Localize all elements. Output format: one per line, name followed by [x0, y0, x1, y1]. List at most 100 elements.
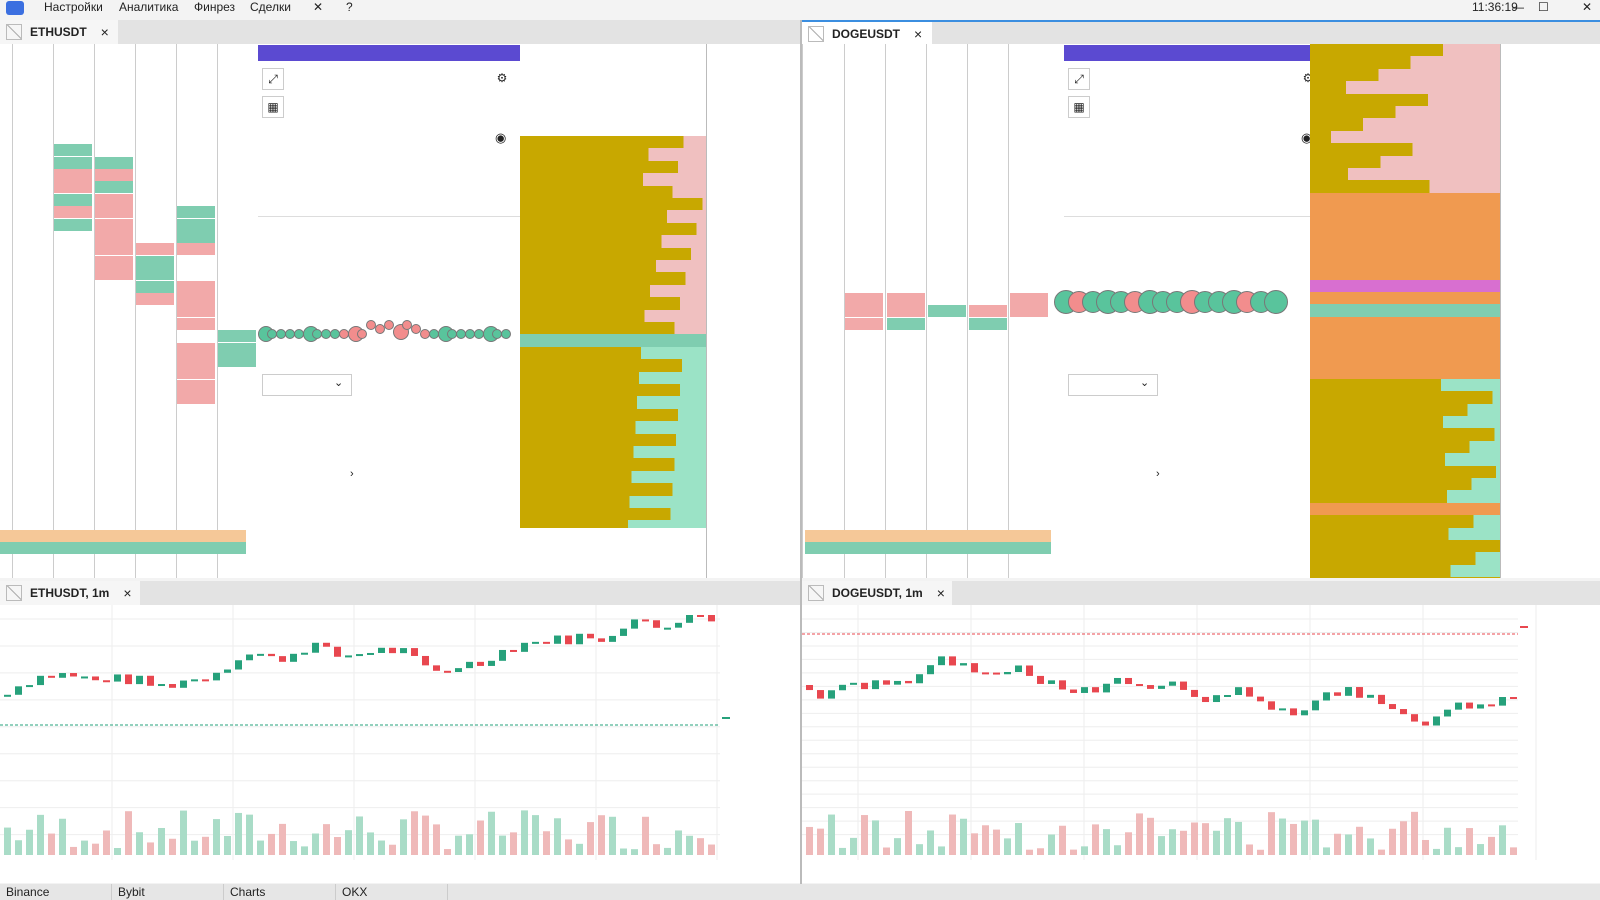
volume-bar [1202, 823, 1209, 855]
candle [1499, 697, 1506, 706]
candle [1059, 680, 1066, 690]
dom-level [1310, 502, 1500, 516]
visibility-eye-icon[interactable]: ◉ [1301, 130, 1313, 145]
chevron-right-icon[interactable]: › [350, 468, 354, 480]
candle [180, 680, 187, 688]
volume-bar [993, 829, 1000, 855]
cluster-cell [969, 293, 1007, 305]
tab-dogeusdt[interactable]: DOGEUSDT × [802, 22, 932, 46]
tab-binance[interactable]: Binance [0, 884, 112, 900]
help-icon[interactable]: ? [346, 0, 353, 14]
volume-bar [653, 844, 660, 855]
volume-sum [928, 530, 969, 542]
account-select[interactable] [262, 374, 352, 396]
cluster-cell [887, 293, 925, 305]
candle [1235, 687, 1242, 696]
menu-settings[interactable]: Настройки [44, 0, 103, 14]
doge-tabbar: DOGEUSDT × [802, 20, 1600, 46]
tab-bybit[interactable]: Bybit [112, 884, 224, 900]
delta-sum [928, 542, 969, 554]
account-select[interactable] [1068, 374, 1158, 396]
dom-level [1310, 428, 1500, 441]
settings-gear-icon[interactable]: ⚙ [491, 68, 513, 90]
dom-level [1310, 44, 1500, 57]
candle [993, 672, 1000, 675]
close-icon[interactable]: × [123, 585, 132, 601]
dom-level [520, 508, 706, 521]
volume-bar [1158, 836, 1165, 855]
candle [334, 646, 341, 657]
candle [279, 656, 286, 662]
tab-label: DOGEUSDT, 1m [832, 586, 923, 600]
dom-level [520, 408, 706, 422]
dom-level [520, 433, 706, 446]
candle [411, 648, 418, 656]
volume-bar [92, 843, 99, 855]
price-scale-border [1500, 44, 1501, 578]
volume-bar [257, 840, 264, 855]
tab-icon [6, 585, 22, 601]
close-icon[interactable]: × [936, 585, 945, 601]
volume-bar [554, 818, 561, 855]
volume-bar [697, 838, 704, 855]
candle [982, 672, 989, 675]
cluster-cell [177, 379, 215, 392]
volume-bar [1026, 849, 1033, 855]
volume-bar [1378, 849, 1385, 855]
candle [1169, 681, 1176, 686]
cluster-cell [95, 218, 133, 231]
close-icon[interactable]: × [100, 24, 109, 40]
volume-bar [521, 810, 528, 855]
candle [268, 653, 275, 657]
cluster-cell [218, 355, 256, 367]
candle [312, 642, 319, 653]
dom-level [1310, 341, 1500, 354]
column-divider [12, 44, 13, 578]
time-label [906, 554, 946, 566]
doge-candle-chart[interactable] [802, 605, 1600, 883]
candle [861, 682, 868, 690]
tab-okx[interactable]: OKX [336, 884, 448, 900]
chart-mode-button[interactable]: ⤢ [262, 68, 284, 90]
calculator-button[interactable]: ▦ [1068, 96, 1090, 118]
chevron-down-icon: ⌄ [1140, 377, 1150, 389]
chevron-right-icon[interactable]: › [1156, 468, 1160, 480]
tab-eth-chart[interactable]: ETHUSDT, 1m × [0, 581, 140, 605]
menu-trades[interactable]: Сделки [250, 0, 291, 14]
volume-bar [905, 811, 912, 855]
eth-candle-chart[interactable] [0, 605, 800, 883]
maximize-icon[interactable]: ☐ [1538, 0, 1549, 14]
tab-doge-chart[interactable]: DOGEUSDT, 1m × [802, 581, 952, 605]
minimize-icon[interactable]: — [1512, 0, 1524, 14]
volume-bar [37, 814, 44, 855]
dom-level [520, 322, 706, 335]
candle [1378, 694, 1385, 705]
time-label [223, 554, 263, 566]
close-window-icon[interactable]: ✕ [1582, 0, 1593, 14]
dom-level [1310, 106, 1500, 119]
close-icon[interactable]: × [914, 26, 923, 42]
candle [510, 649, 517, 652]
tab-ethusdt[interactable]: ETHUSDT × [0, 20, 118, 44]
candle [114, 674, 121, 682]
menu-analytics[interactable]: Аналитика [119, 0, 179, 14]
candle [642, 619, 649, 622]
cluster-cell [928, 305, 966, 318]
volume-bar [1444, 827, 1451, 855]
mute-icon[interactable]: ✕ [313, 0, 324, 14]
visibility-eye-icon[interactable]: ◉ [495, 130, 507, 145]
volume-bar [180, 810, 187, 855]
calculator-button[interactable]: ▦ [262, 96, 284, 118]
dom-level [520, 396, 706, 409]
volume-bar [1147, 817, 1154, 855]
app-logo[interactable] [6, 1, 24, 15]
volume-bar [817, 828, 824, 855]
candles-svg [0, 605, 720, 860]
chart-mode-button[interactable]: ⤢ [1068, 68, 1090, 90]
menu-bar: Настройки Аналитика Финрез Сделки ✕ ? 11… [0, 0, 1600, 18]
cluster-cell [969, 305, 1007, 318]
menu-finres[interactable]: Финрез [194, 0, 236, 14]
candle [1257, 696, 1264, 702]
tab-charts[interactable]: Charts [224, 884, 336, 900]
delta-sum [969, 542, 1010, 554]
